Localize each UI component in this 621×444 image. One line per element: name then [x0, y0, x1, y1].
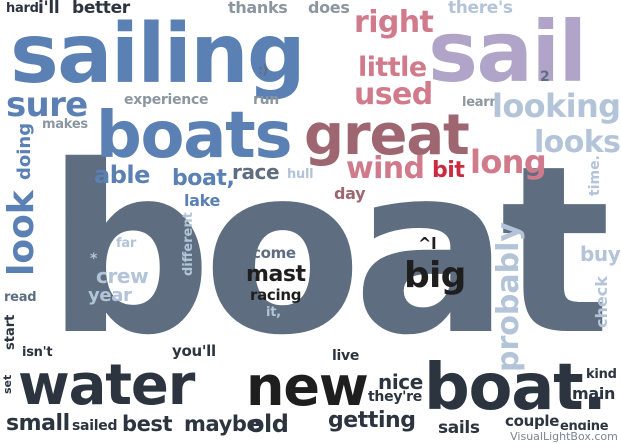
word-caret: ^l	[418, 234, 437, 253]
word-old: old	[248, 410, 289, 438]
word-sailed: sailed	[72, 418, 118, 434]
word-hard: hard	[6, 1, 39, 16]
word-live: live	[332, 348, 360, 364]
word-start: start	[3, 314, 18, 350]
word-right: right	[354, 5, 434, 40]
word-thanks: thanks	[228, 0, 288, 17]
watermark: VisualLightBox.com	[507, 430, 621, 444]
word-star: *	[90, 251, 98, 267]
word-it: it,	[266, 305, 281, 320]
word-year: year	[88, 285, 132, 306]
word-great: great	[304, 103, 470, 168]
word-new: new	[246, 355, 369, 418]
word-set: set	[1, 374, 14, 394]
word-sure: sure	[6, 85, 88, 125]
word-boat-comma: boat,	[172, 166, 235, 191]
word-sail: sail	[428, 3, 587, 101]
word-doing: doing	[14, 122, 35, 180]
word-different: different	[181, 212, 196, 276]
word-bit: bit	[432, 158, 465, 183]
word-read: read	[4, 290, 37, 305]
word-ill: i'll	[38, 0, 60, 18]
word-sails: sails	[438, 418, 480, 438]
word-getting: getting	[328, 408, 416, 433]
word-looks: looks	[534, 125, 621, 160]
word-probably: probably	[491, 222, 526, 372]
word-boat-dot: boat.	[424, 351, 607, 425]
word-used: used	[354, 77, 433, 112]
word-theres: there's	[448, 0, 513, 18]
word-race: race	[232, 160, 280, 184]
word-isnt: isn't	[22, 345, 53, 360]
word-learn: learn	[462, 95, 499, 110]
word-two: 2	[540, 69, 550, 85]
word-run: run	[253, 92, 279, 108]
word-big: big	[404, 255, 466, 296]
word-come: come	[252, 244, 296, 262]
word-better: better	[72, 0, 130, 18]
word-smiley: :)	[258, 63, 268, 77]
word-boat: boat	[46, 116, 611, 386]
word-buy: buy	[580, 242, 621, 266]
word-couple: couple	[505, 412, 560, 430]
word-day: day	[334, 184, 366, 203]
word-experience: experience	[124, 92, 209, 108]
word-long: long	[470, 143, 547, 181]
word-engine: engine	[560, 419, 609, 434]
word-does: does	[308, 0, 350, 17]
word-time: time.	[587, 155, 603, 196]
word-makes: makes	[42, 117, 88, 132]
word-small: small	[6, 411, 70, 436]
word-main: main	[572, 384, 616, 403]
word-far: far	[116, 236, 137, 251]
word-look: look	[1, 190, 42, 276]
word-sailing: sailing	[10, 7, 306, 102]
word-hull: hull	[287, 167, 314, 182]
word-youll: you'll	[172, 342, 216, 360]
word-nice: nice	[378, 370, 423, 394]
word-mast: mast	[246, 262, 306, 287]
word-racing: racing	[250, 286, 302, 304]
word-crew: crew	[96, 264, 149, 288]
word-maybe: maybe	[184, 412, 261, 436]
word-check: check	[592, 276, 611, 328]
word-water: water	[18, 353, 195, 418]
word-little: little	[358, 52, 427, 83]
word-best: best	[122, 412, 173, 436]
word-wind: wind	[346, 151, 425, 186]
word-kind: kind	[586, 367, 617, 382]
word-lake: lake	[184, 191, 221, 210]
word-able: able	[94, 161, 150, 189]
word-theyre: they're	[368, 389, 423, 405]
word-boats: boats	[96, 99, 293, 173]
word-looking: looking	[492, 87, 621, 125]
